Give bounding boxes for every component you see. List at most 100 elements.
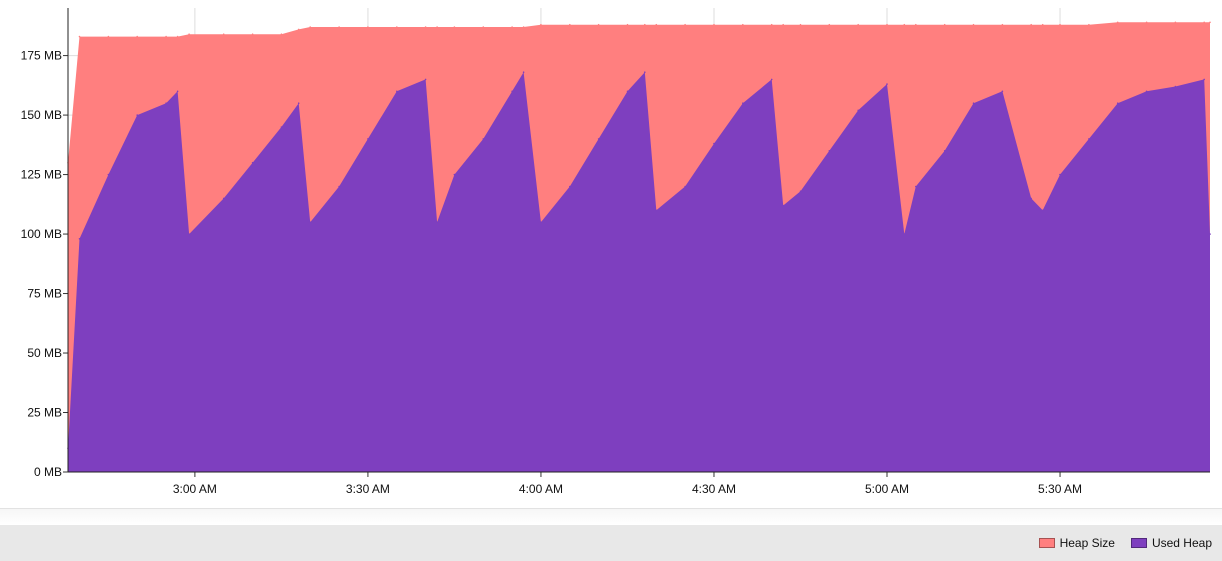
series-area-used-heap: [68, 72, 1210, 472]
y-tick-label: 175 MB: [21, 49, 62, 63]
data-point-heap-size: [972, 23, 975, 26]
data-point-used-heap: [107, 173, 110, 176]
chart-divider: [0, 508, 1222, 525]
data-point-heap-size: [367, 26, 369, 28]
data-point-used-heap: [436, 221, 438, 223]
data-point-heap-size: [1088, 23, 1090, 26]
legend-label-heap-size: Heap Size: [1059, 536, 1115, 550]
data-point-used-heap: [251, 161, 254, 164]
data-point-heap-size: [309, 26, 312, 28]
data-point-heap-size: [943, 23, 946, 26]
data-point-used-heap: [972, 102, 975, 104]
data-point-heap-size: [742, 23, 744, 26]
legend-label-used-heap: Used Heap: [1151, 536, 1212, 550]
data-point-heap-size: [338, 26, 340, 28]
data-point-heap-size: [782, 23, 784, 26]
data-point-heap-size: [136, 35, 138, 38]
data-point-used-heap: [1041, 209, 1044, 212]
data-point-used-heap: [597, 138, 600, 140]
data-point-heap-size: [436, 26, 438, 28]
data-point-heap-size: [1001, 23, 1004, 26]
data-point-used-heap: [684, 185, 686, 188]
data-point-used-heap: [540, 221, 542, 223]
area-series-layer: [67, 21, 1211, 473]
data-point-used-heap: [655, 209, 658, 212]
legend: Heap Size Used Heap: [0, 525, 1222, 561]
data-point-used-heap: [1203, 78, 1205, 81]
data-point-used-heap: [222, 197, 225, 200]
x-tick-label: 5:00 AM: [865, 482, 909, 496]
legend-item-heap-size: Heap Size: [1038, 536, 1115, 550]
data-point-used-heap: [482, 138, 485, 140]
heap-chart: 0 MB 25 MB 50 MB 75 MB 100 MB 125 MB 150 MB 175…: [21, 8, 1211, 496]
data-point-heap-size: [511, 26, 513, 28]
data-point-used-heap: [1145, 90, 1148, 93]
data-point-heap-size: [828, 23, 831, 26]
data-point-used-heap: [915, 185, 917, 188]
data-point-heap-size: [280, 33, 283, 35]
data-point-heap-size: [1030, 23, 1032, 26]
data-point-heap-size: [107, 35, 110, 38]
data-point-heap-size: [1209, 21, 1211, 24]
data-point-heap-size: [396, 26, 398, 28]
data-point-heap-size: [569, 23, 571, 26]
data-point-used-heap: [799, 190, 802, 192]
data-point-heap-size: [188, 33, 190, 35]
y-tick-label: 150 MB: [21, 108, 62, 122]
data-point-heap-size: [522, 26, 525, 28]
data-point-heap-size: [453, 26, 456, 28]
axes: [63, 8, 1210, 477]
y-tick-label: 0 MB: [34, 465, 62, 479]
data-point-used-heap: [857, 109, 859, 112]
data-point-used-heap: [78, 238, 81, 240]
data-point-heap-size: [1116, 21, 1119, 24]
data-point-heap-size: [1041, 23, 1044, 26]
y-tick-label: 125 MB: [21, 168, 62, 182]
data-point-heap-size: [1059, 23, 1061, 26]
data-point-used-heap: [338, 185, 340, 188]
data-point-used-heap: [742, 102, 744, 104]
data-point-used-heap: [136, 114, 138, 116]
data-point-used-heap: [367, 138, 369, 140]
data-point-used-heap: [770, 78, 773, 81]
data-point-used-heap: [188, 233, 190, 235]
data-point-used-heap: [1030, 197, 1032, 200]
data-point-heap-size: [799, 23, 802, 26]
data-point-used-heap: [297, 102, 300, 104]
data-point-heap-size: [1203, 21, 1205, 24]
data-point-used-heap: [886, 83, 888, 85]
data-point-used-heap: [782, 204, 784, 207]
x-tick-label: 4:00 AM: [519, 482, 563, 496]
data-point-used-heap: [522, 71, 525, 73]
data-point-heap-size: [915, 23, 917, 26]
x-tick-label: 3:00 AM: [173, 482, 217, 496]
heap-chart-svg: 0 MB 25 MB 50 MB 75 MB 100 MB 125 MB 150 MB 175…: [21, 8, 1211, 496]
data-point-heap-size: [644, 23, 646, 26]
data-point-heap-size: [1174, 21, 1177, 24]
data-point-used-heap: [828, 150, 831, 152]
data-point-heap-size: [251, 33, 254, 35]
x-tick-labels: 3:00 AM 3:30 AM 4:00 AM 4:30 AM 5:00 AM 5:30 …: [173, 482, 1082, 496]
data-point-used-heap: [626, 90, 629, 93]
data-point-used-heap: [396, 90, 398, 93]
data-point-heap-size: [770, 23, 773, 26]
data-point-used-heap: [1174, 85, 1177, 88]
data-point-heap-size: [297, 28, 300, 31]
data-point-heap-size: [540, 23, 542, 26]
data-point-heap-size: [222, 33, 225, 35]
y-tick-label: 25 MB: [27, 406, 62, 420]
x-tick-label: 3:30 AM: [346, 482, 390, 496]
data-point-used-heap: [309, 221, 312, 223]
data-point-heap-size: [597, 23, 600, 26]
data-point-heap-size: [78, 35, 81, 38]
x-tick-label: 4:30 AM: [692, 482, 736, 496]
y-tick-labels: 0 MB 25 MB 50 MB 75 MB 100 MB 125 MB 150 MB 175…: [21, 49, 62, 479]
data-point-heap-size: [482, 26, 485, 28]
data-point-used-heap: [1209, 233, 1211, 235]
y-tick-label: 100 MB: [21, 227, 62, 241]
data-point-used-heap: [511, 90, 513, 93]
data-point-heap-size: [684, 23, 686, 26]
y-tick-label: 75 MB: [27, 287, 62, 301]
data-point-used-heap: [176, 90, 179, 93]
y-tick-label: 50 MB: [27, 346, 62, 360]
